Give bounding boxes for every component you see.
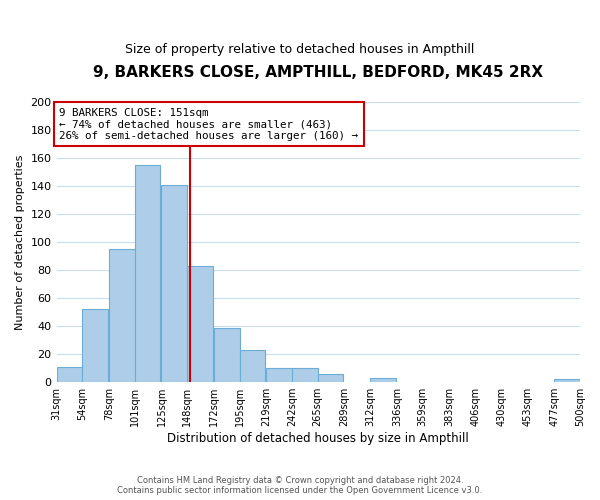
- Text: Size of property relative to detached houses in Ampthill: Size of property relative to detached ho…: [125, 42, 475, 56]
- Bar: [266, 368, 292, 382]
- Bar: [318, 374, 343, 382]
- Text: Contains HM Land Registry data © Crown copyright and database right 2024.
Contai: Contains HM Land Registry data © Crown c…: [118, 476, 482, 495]
- Bar: [161, 184, 187, 382]
- Bar: [239, 350, 265, 382]
- Bar: [82, 310, 108, 382]
- Bar: [56, 367, 82, 382]
- Bar: [187, 266, 213, 382]
- Text: 9 BARKERS CLOSE: 151sqm
← 74% of detached houses are smaller (463)
26% of semi-d: 9 BARKERS CLOSE: 151sqm ← 74% of detache…: [59, 108, 358, 141]
- Bar: [134, 165, 160, 382]
- Bar: [109, 249, 134, 382]
- Bar: [214, 328, 239, 382]
- Title: 9, BARKERS CLOSE, AMPTHILL, BEDFORD, MK45 2RX: 9, BARKERS CLOSE, AMPTHILL, BEDFORD, MK4…: [93, 65, 544, 80]
- Bar: [554, 380, 580, 382]
- Y-axis label: Number of detached properties: Number of detached properties: [15, 154, 25, 330]
- X-axis label: Distribution of detached houses by size in Ampthill: Distribution of detached houses by size …: [167, 432, 469, 445]
- Bar: [292, 368, 318, 382]
- Bar: [370, 378, 396, 382]
